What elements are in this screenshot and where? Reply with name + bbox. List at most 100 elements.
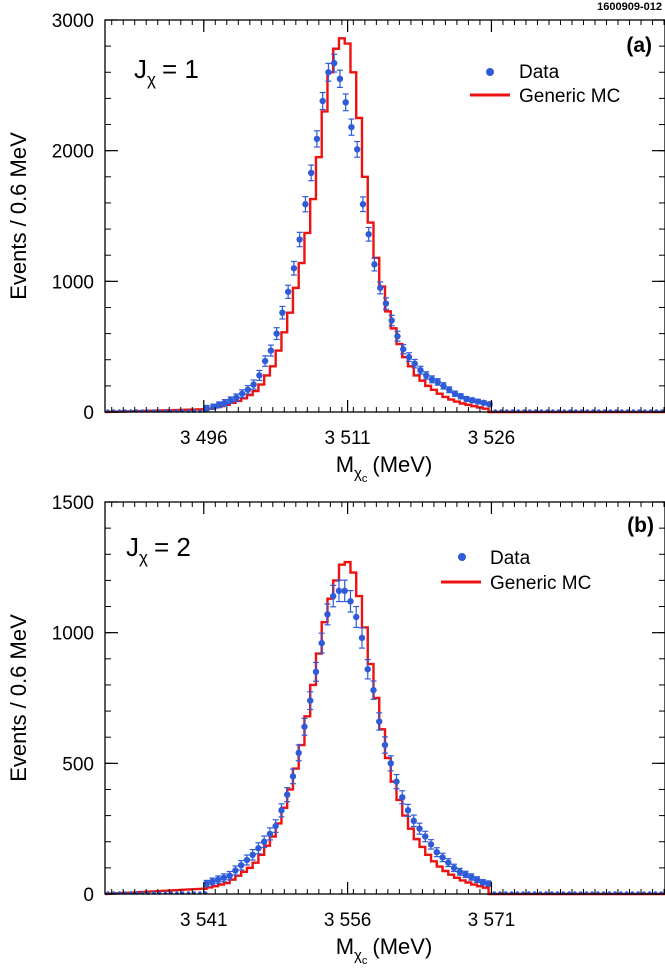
data-point [485,880,492,887]
data-point [284,288,292,295]
x-tick-label: 3 541 [180,910,228,931]
data-point [203,404,210,412]
data-point [272,822,279,830]
data-point [439,854,446,861]
data-point [261,357,269,365]
panel-a-y-axis-title: Events / 0.6 MeV [6,132,31,300]
data-point [399,794,406,801]
data-point [469,397,476,404]
data-point [267,347,275,354]
data-point [364,666,371,673]
data-point [336,75,344,83]
data-point [400,346,407,353]
panel-b-j-label: Jχ = 2 [126,532,191,567]
y-tick-label: 500 [62,754,94,775]
panel-b-x-title-m: M [336,934,354,959]
data-point [302,201,309,208]
x-tick-label: 3 556 [324,910,372,931]
data-point [445,859,452,866]
data-point [318,639,325,647]
panel-b-mc-histogram [104,560,665,896]
panel-a-x-ticks: 3 496 3 511 3 526 [111,20,665,449]
data-point [394,333,401,340]
data-point [220,874,228,881]
data-point [404,807,412,814]
panel-b-x-axis-title: Mχc (MeV) [336,934,433,967]
data-point [348,123,355,131]
figure-id: 1600909-012 [597,1,662,13]
y-tick-label: 1500 [52,493,94,514]
panel-a-j-symbol: J [134,54,147,84]
data-point [411,360,418,367]
data-point [209,878,216,885]
data-point [423,372,430,379]
panel-b-x-title-subsub: c [362,955,368,967]
data-point [370,686,377,694]
panel-a-legend-data-marker [486,68,494,76]
data-point [388,317,395,324]
svg-text:Mχc(MeV): Mχc (MeV) [336,934,433,967]
data-point [417,366,424,374]
data-point [353,146,361,153]
data-point [279,309,286,316]
panel-b-j-symbol: J [126,532,139,562]
y-tick-label: 0 [83,403,94,424]
data-point [244,386,252,393]
data-point [260,838,268,845]
data-point [456,868,463,875]
data-point [312,668,320,676]
data-point [237,862,245,869]
panel-b-data-points [106,579,663,895]
panel-b-frame [104,501,665,895]
panel-a-legend-data-label: Data [519,62,560,83]
data-point [296,236,303,243]
data-point [416,825,423,832]
data-point [428,376,436,383]
data-point [473,876,481,883]
data-point [427,841,435,848]
data-point [440,382,447,390]
data-point [307,697,314,704]
data-point [341,587,348,595]
data-point [319,97,326,105]
data-point [342,99,349,106]
data-point [214,876,222,883]
data-point [278,807,285,814]
panel-b-j-sub: χ [139,548,148,567]
data-point [365,231,372,238]
svg-text:Mχc(MeV): Mχc (MeV) [336,452,433,485]
data-point [347,598,354,605]
data-point [463,395,470,403]
panel-a-mc-histogram [104,37,665,414]
panel-b-legend: Data Generic MC [441,548,591,594]
x-tick-label: 3 526 [468,428,516,449]
x-tick-label: 3 511 [325,428,371,449]
data-point [474,398,482,405]
panel-b-x-title-sub: χ [354,947,362,964]
data-point [238,390,246,397]
data-point [232,867,239,874]
panel-b-j-value: = 2 [154,532,191,562]
y-tick-label: 1000 [52,272,94,293]
panel-a-legend: Data Generic MC [470,62,620,107]
panel-b-x-title-unit: (MeV) [372,934,432,959]
data-point [371,261,378,268]
panel-a-j-sub: χ [147,70,156,89]
data-point [457,393,464,400]
panel-a-x-title-unit: (MeV) [372,452,432,477]
panel-a-j-value: = 1 [162,54,199,84]
data-point [227,397,234,404]
data-point [422,833,429,840]
panel-b: 3 541 3 556 3 571 0 500 1000 1500 (b) Jχ = 2 D… [6,493,665,967]
x-tick-label: 3 571 [468,910,516,931]
data-point [410,817,417,825]
x-tick-label: 3 496 [180,428,228,449]
y-tick-label: 3000 [52,11,94,32]
data-point [480,399,487,407]
data-point [324,611,331,618]
data-point [451,390,459,397]
y-tick-label: 1000 [52,624,94,645]
data-point [255,845,262,852]
